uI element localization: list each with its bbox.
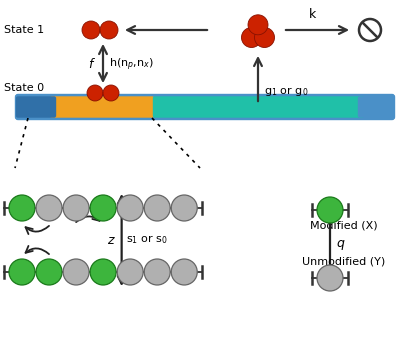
Circle shape (63, 195, 89, 221)
Circle shape (117, 259, 143, 285)
Circle shape (317, 265, 343, 291)
Text: s$_1$ or s$_0$: s$_1$ or s$_0$ (126, 234, 168, 246)
Circle shape (144, 259, 170, 285)
Circle shape (171, 195, 197, 221)
Text: State 1: State 1 (4, 25, 44, 35)
Circle shape (90, 259, 116, 285)
Circle shape (144, 195, 170, 221)
FancyBboxPatch shape (154, 97, 364, 117)
Circle shape (90, 195, 116, 221)
Circle shape (117, 195, 143, 221)
Circle shape (359, 19, 381, 41)
Circle shape (36, 259, 62, 285)
Circle shape (36, 195, 62, 221)
Circle shape (317, 197, 343, 223)
Circle shape (82, 21, 100, 39)
Text: z: z (107, 234, 114, 246)
Text: h(n$_p$,n$_x$): h(n$_p$,n$_x$) (109, 57, 154, 73)
Text: q: q (336, 238, 344, 250)
FancyBboxPatch shape (16, 94, 394, 120)
Circle shape (242, 28, 262, 48)
Text: State 0: State 0 (4, 83, 44, 93)
Circle shape (9, 195, 35, 221)
Circle shape (9, 259, 35, 285)
Circle shape (63, 259, 89, 285)
Text: g$_1$ or g$_0$: g$_1$ or g$_0$ (264, 86, 308, 98)
FancyBboxPatch shape (50, 97, 154, 117)
Text: k: k (309, 7, 317, 21)
Circle shape (87, 85, 103, 101)
Circle shape (248, 15, 268, 35)
Text: Unmodified (Y): Unmodified (Y) (302, 257, 386, 267)
Circle shape (103, 85, 119, 101)
Text: f: f (89, 59, 93, 71)
Circle shape (171, 259, 197, 285)
FancyBboxPatch shape (358, 97, 390, 117)
Text: Modified (X): Modified (X) (310, 221, 378, 231)
FancyBboxPatch shape (16, 97, 56, 117)
Circle shape (254, 28, 274, 48)
Circle shape (100, 21, 118, 39)
